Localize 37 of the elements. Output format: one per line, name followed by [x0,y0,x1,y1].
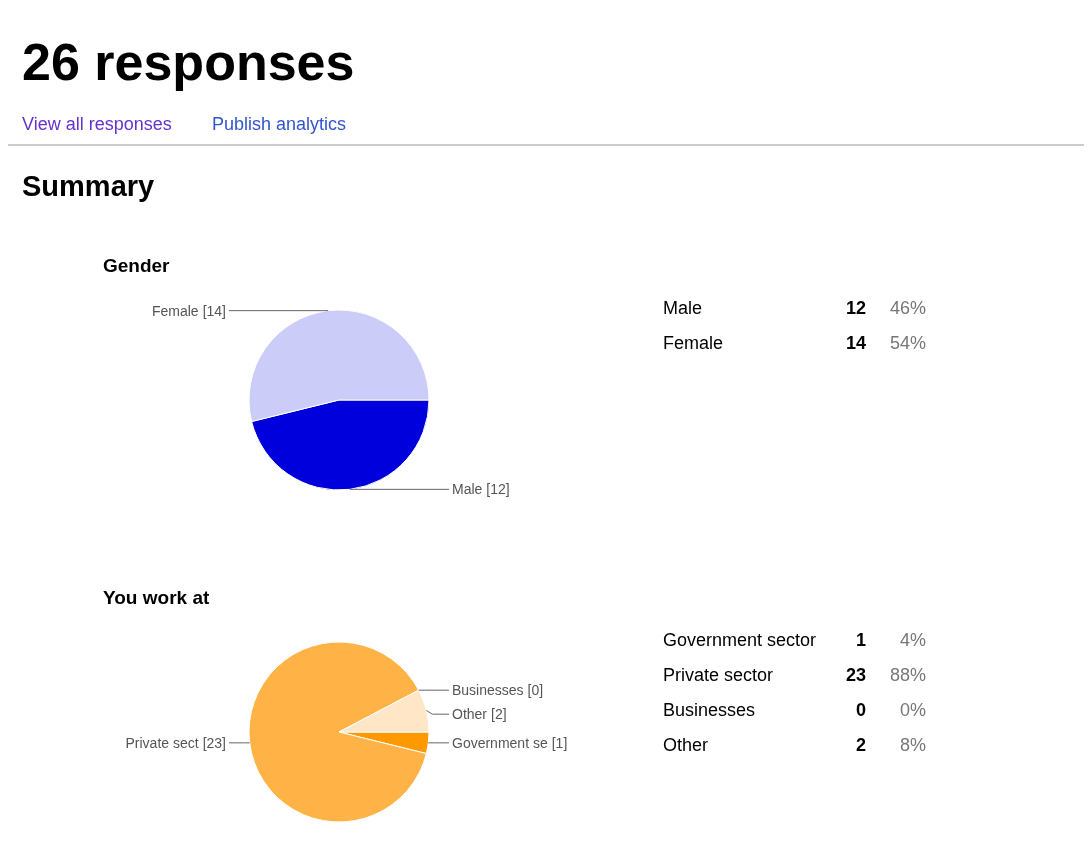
chart-title: You work at [103,587,210,608]
data-label: [2] [491,706,507,723]
text: 23 [845,665,866,685]
text: 12 [845,298,866,318]
text: Male [663,298,703,318]
text: [0] [527,682,544,699]
text: Publish analytics [212,114,347,134]
pie-slice [248,641,427,823]
slice-label: Other [452,706,488,723]
text: 54% [889,333,926,353]
data-label: [23] [202,734,226,751]
text: 14 [845,333,866,353]
text: 2 [855,735,866,755]
text: View all responses [22,114,172,134]
text: 0 [855,700,866,720]
text: Private sector [663,665,774,685]
text: 26 responses [22,33,355,91]
text: 0% [899,700,926,720]
data-label: [12] [486,481,510,498]
text: Female [663,333,724,353]
slice-label: Female [151,302,199,319]
text: 4% [899,630,926,650]
chart-title: Gender [103,255,171,276]
text: Other [663,735,709,755]
legend-label: Businesses [452,682,524,699]
slice-label: Government se [452,734,548,751]
text: 1 [855,630,866,650]
data-label: [14] [202,302,226,319]
text: Government sector [663,630,817,650]
text: 46% [889,298,926,318]
text: Businesses [663,700,756,720]
text: 8% [899,735,926,755]
data-label: [1] [551,734,568,751]
slice-label: Male [452,481,483,498]
text: 88% [889,665,926,685]
slice-label: Private sect [125,734,199,751]
text: Summary [22,170,155,202]
